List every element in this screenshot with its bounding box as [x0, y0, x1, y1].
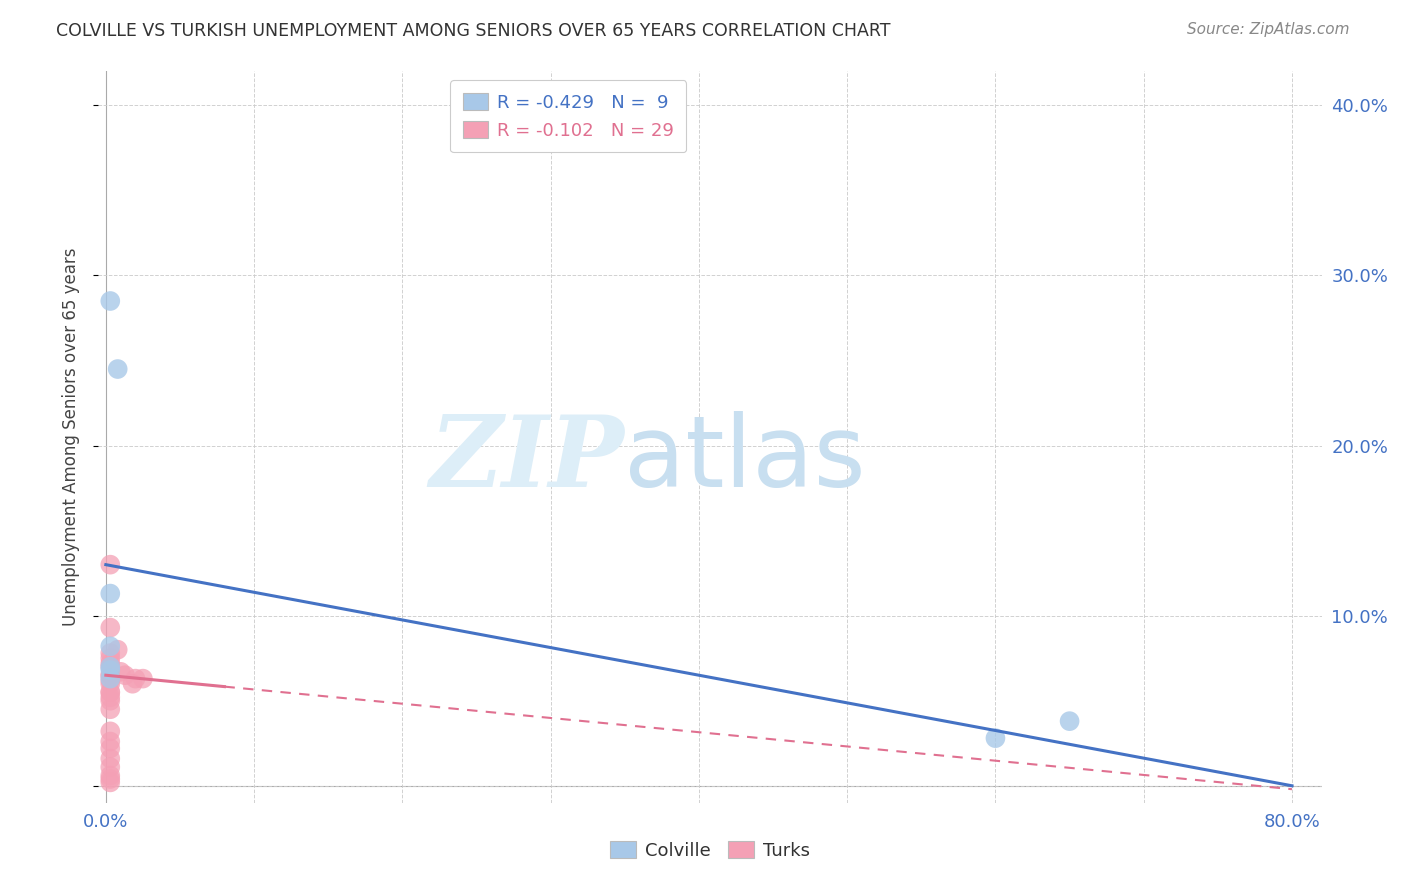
Point: [110, 665, 132, 679]
Point: [98, 663, 121, 677]
Point: [98, 690, 121, 705]
Point: [107, 362, 129, 376]
Point: [98, 640, 121, 654]
Point: [98, 775, 121, 789]
Point: [98, 657, 121, 671]
Text: atlas: atlas: [624, 410, 866, 508]
Text: ZIP: ZIP: [429, 411, 624, 508]
Point: [98, 673, 121, 688]
Point: [98, 621, 121, 635]
Point: [98, 677, 121, 691]
Point: [98, 768, 121, 782]
Point: [124, 672, 146, 686]
Point: [98, 659, 121, 673]
Point: [114, 668, 136, 682]
Point: [98, 668, 121, 682]
Text: COLVILLE VS TURKISH UNEMPLOYMENT AMONG SENIORS OVER 65 YEARS CORRELATION CHART: COLVILLE VS TURKISH UNEMPLOYMENT AMONG S…: [56, 22, 891, 40]
Point: [98, 668, 121, 682]
Point: [132, 672, 155, 686]
Y-axis label: Unemployment Among Seniors over 65 years: Unemployment Among Seniors over 65 years: [62, 248, 80, 626]
Point: [98, 772, 121, 786]
Text: Source: ZipAtlas.com: Source: ZipAtlas.com: [1187, 22, 1350, 37]
Point: [98, 651, 121, 665]
Point: [98, 558, 121, 572]
Point: [98, 586, 121, 600]
Point: [984, 731, 1007, 746]
Point: [98, 659, 121, 673]
Point: [98, 734, 121, 748]
Point: [98, 702, 121, 716]
Point: [98, 646, 121, 660]
Point: [98, 694, 121, 708]
Point: [98, 672, 121, 686]
Point: [98, 760, 121, 774]
Point: [1059, 714, 1081, 728]
Point: [121, 677, 143, 691]
Legend: Colville, Turks: Colville, Turks: [603, 834, 817, 867]
Point: [107, 642, 129, 657]
Point: [98, 741, 121, 756]
Point: [98, 724, 121, 739]
Point: [98, 293, 121, 308]
Point: [98, 685, 121, 699]
Point: [98, 751, 121, 765]
Point: [98, 685, 121, 699]
